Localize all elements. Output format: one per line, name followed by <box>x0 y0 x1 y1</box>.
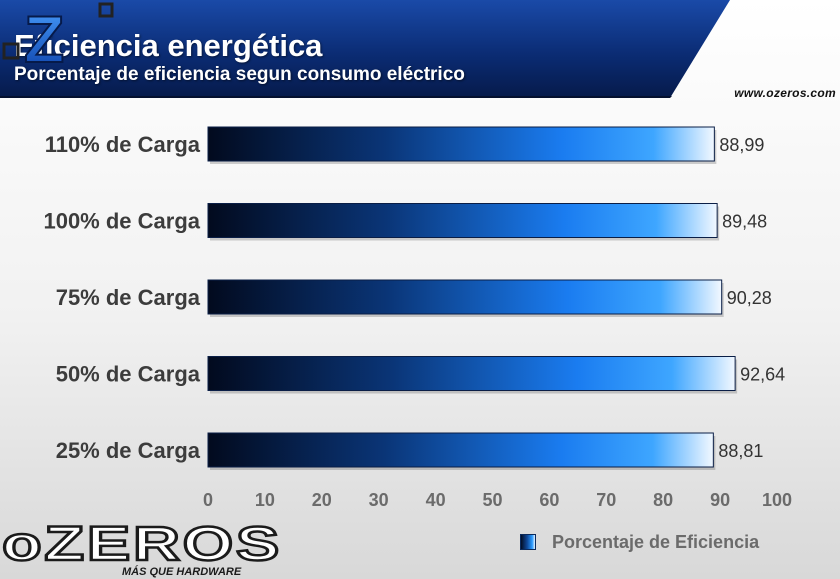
legend-swatch <box>520 534 536 550</box>
wordmark-tagline: MÁS QUE HARDWARE <box>122 565 242 578</box>
logo-letter: Z <box>24 2 64 72</box>
site-url[interactable]: www.ozeros.com <box>734 86 836 100</box>
ozeros-logo-icon: Z <box>2 1 114 72</box>
x-tick-label: 100 <box>762 490 792 510</box>
category-label: 50% de Carga <box>56 362 201 387</box>
header-banner: Eficiencia energética Porcentaje de efic… <box>0 0 840 100</box>
category-label: 75% de Carga <box>56 285 201 310</box>
x-tick-label: 70 <box>596 490 616 510</box>
x-tick-label: 10 <box>255 490 275 510</box>
bar <box>207 279 723 315</box>
legend-label: Porcentaje de Eficiencia <box>552 531 760 552</box>
bar <box>207 432 714 468</box>
x-tick-label: 80 <box>653 490 673 510</box>
x-tick-label: 30 <box>369 490 389 510</box>
ozeros-wordmark-logo: oZEROS MÁS QUE HARDWARE <box>2 517 282 578</box>
x-tick-label: 0 <box>203 490 213 510</box>
data-label: 89,48 <box>722 212 767 232</box>
bar <box>207 126 715 162</box>
bars-layer: 110% de Carga 88,99 100% de Carga 89,48 75% … <box>43 126 785 470</box>
wordmark-text: oZEROS <box>2 518 282 571</box>
x-axis: 0 10 20 30 40 50 60 70 80 90 100 <box>203 490 792 510</box>
data-label: 88,81 <box>718 441 763 461</box>
chart-title: Eficiencia energética <box>14 28 323 63</box>
category-label: 110% de Carga <box>45 132 201 157</box>
x-tick-label: 40 <box>426 490 446 510</box>
x-tick-label: 50 <box>482 490 502 510</box>
bar <box>207 203 718 238</box>
x-tick-label: 60 <box>539 490 559 510</box>
header-background <box>0 0 730 98</box>
data-label: 90,28 <box>727 288 772 308</box>
chart-subtitle: Porcentaje de eficiencia segun consumo e… <box>14 64 465 85</box>
x-tick-label: 20 <box>312 490 332 510</box>
category-label: 25% de Carga <box>56 438 201 463</box>
chart-legend: Porcentaje de Eficiencia <box>520 530 759 554</box>
data-label: 92,64 <box>740 365 785 385</box>
data-label: 88,99 <box>719 135 764 155</box>
x-tick-label: 90 <box>710 490 730 510</box>
bar <box>207 356 736 391</box>
category-label: 100% de Carga <box>43 209 200 234</box>
